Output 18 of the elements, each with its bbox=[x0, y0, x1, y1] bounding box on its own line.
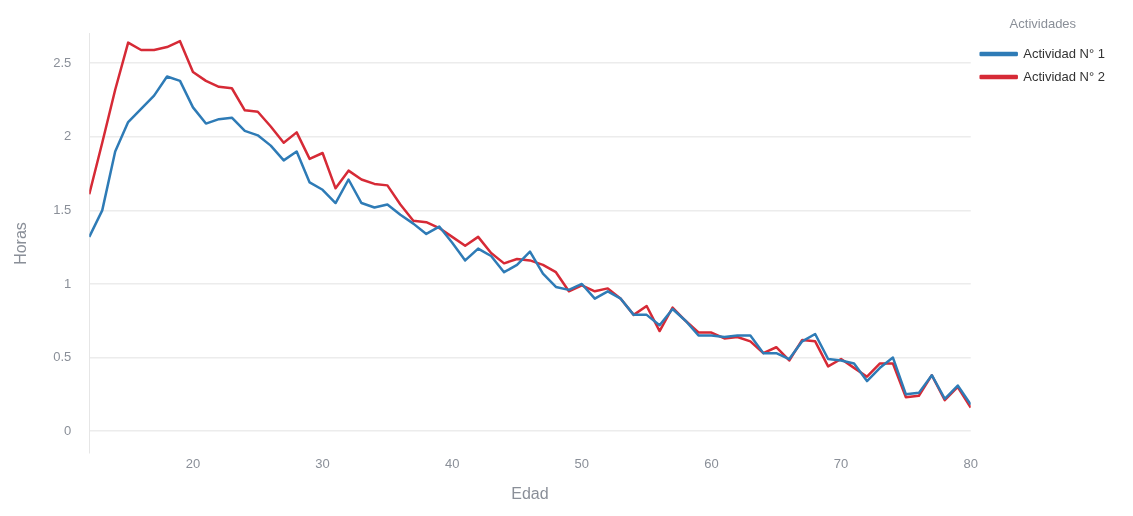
x-tick-label: 30 bbox=[315, 455, 330, 471]
x-tick-label: 60 bbox=[704, 455, 719, 471]
x-tick-label: 80 bbox=[963, 455, 978, 471]
y-tick-label: 2.5 bbox=[53, 54, 72, 70]
legend-label: Actividad N° 2 bbox=[1023, 68, 1106, 84]
x-tick-label: 50 bbox=[574, 455, 590, 471]
y-tick-label: 0.5 bbox=[53, 349, 72, 365]
legend-title: Actividades bbox=[1009, 16, 1077, 32]
x-tick-label: 20 bbox=[185, 455, 201, 471]
x-tick-label: 70 bbox=[833, 455, 849, 471]
y-tick-label: 2 bbox=[64, 128, 72, 144]
x-tick-label: 40 bbox=[444, 455, 460, 471]
x-axis-title: Edad bbox=[511, 484, 549, 502]
y-tick-label: 0 bbox=[64, 422, 72, 438]
y-tick-label: 1.5 bbox=[53, 201, 72, 217]
y-axis-title: Horas bbox=[12, 222, 30, 265]
y-tick-label: 1 bbox=[64, 275, 72, 291]
legend-label: Actividad N° 1 bbox=[1023, 45, 1106, 61]
